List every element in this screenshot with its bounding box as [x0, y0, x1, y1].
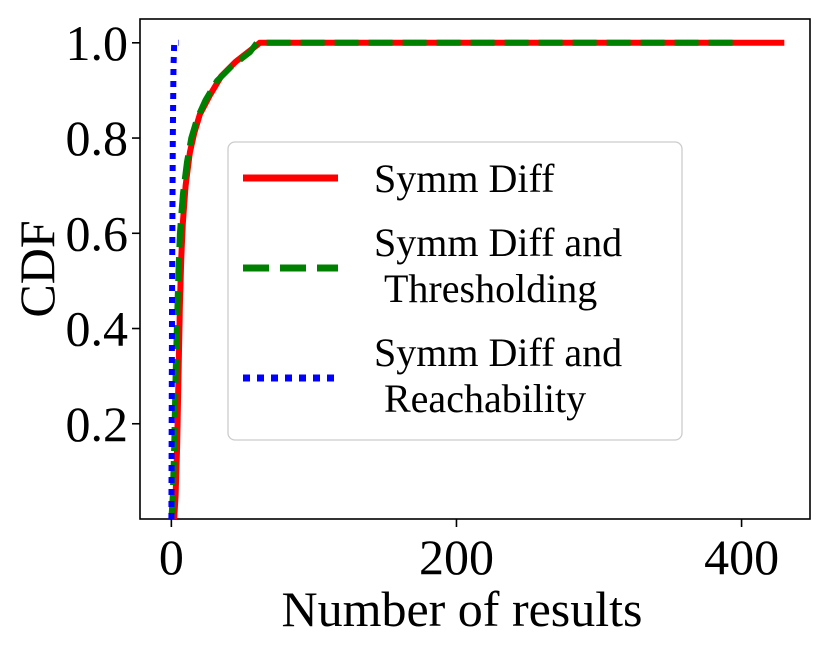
legend-label-thresholding-line1: Symm Diff and: [374, 220, 622, 265]
y-axis-label: CDF: [9, 220, 65, 317]
plot-frame: [139, 18, 811, 520]
x-tick-label: 200: [419, 529, 494, 585]
y-tick-label: 0.8: [66, 110, 129, 166]
series-layer: [168, 39, 785, 520]
x-tick-label: 0: [159, 529, 184, 585]
y-axis-ticks: 0.2 0.4 0.6 0.8 1.0: [66, 15, 140, 452]
y-tick-label: 0.6: [66, 205, 129, 261]
x-tick-label: 400: [704, 529, 779, 585]
y-tick-label: 0.4: [66, 301, 129, 357]
legend-label-reachability-line1: Symm Diff and: [374, 330, 622, 375]
legend-label-thresholding-line2: Thresholding: [384, 266, 597, 311]
y-tick-label: 1.0: [66, 15, 129, 71]
legend-label-symm-diff: Symm Diff: [374, 156, 555, 201]
legend-label-reachability-line2: Reachability: [384, 376, 586, 421]
legend-box: [227, 141, 683, 441]
x-axis-label: Number of results: [281, 581, 642, 637]
y-tick-label: 0.2: [66, 396, 129, 452]
series-line-symm-diff-and-thresholding: [168, 39, 735, 520]
x-axis-ticks: 0 200 400: [159, 519, 779, 585]
legend: Symm Diff Symm Diff and Thresholding Sym…: [227, 141, 683, 441]
